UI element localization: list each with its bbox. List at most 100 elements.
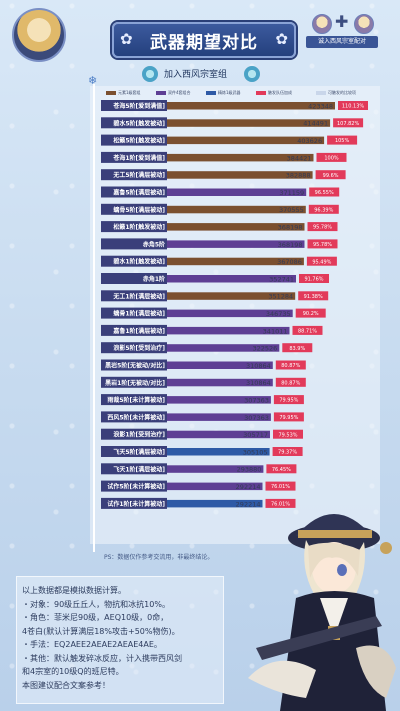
bar <box>101 499 263 508</box>
category-label: 西风5阶[未计算被动] <box>107 413 165 421</box>
bar <box>101 205 306 214</box>
info-line: 和4宗室的10级Q的班尼特。 <box>22 667 124 676</box>
percent-label: 83.9% <box>289 346 305 352</box>
bar <box>101 378 273 387</box>
category-label-bg <box>101 151 167 163</box>
value-label: 352741 <box>269 275 294 283</box>
percent-badge <box>299 274 329 283</box>
value-label: 293880 <box>237 466 262 474</box>
info-box <box>16 576 224 704</box>
value-label: 322526 <box>252 345 277 353</box>
value-label: 292214 <box>236 500 261 508</box>
value-label: 414491 <box>303 120 328 128</box>
value-label: 305105 <box>243 448 268 456</box>
category-label-bg <box>101 463 167 475</box>
category-label: 飞天1阶[满层被动] <box>113 465 165 473</box>
value-label: 367086 <box>277 258 302 266</box>
category-label-bg <box>101 273 167 284</box>
category-label: 无工1阶[满层被动] <box>112 292 165 300</box>
category-label-bg <box>101 480 167 492</box>
percent-badge <box>327 135 358 145</box>
category-label-bg <box>101 169 167 181</box>
percent-label: 107.82% <box>337 121 359 127</box>
ore-icon <box>244 66 260 82</box>
category-label-bg <box>101 307 167 319</box>
percent-badge <box>333 118 364 128</box>
legend-label: 触发队伍加成 <box>268 90 292 95</box>
percent-badge <box>273 395 304 405</box>
legend-item: 精炼1级武器 <box>206 89 241 97</box>
legend-label: 双件4套组合 <box>168 90 191 95</box>
category-label: 螭骨5阶[满层被动] <box>113 206 165 214</box>
legend-swatch <box>106 91 116 95</box>
percent-badge <box>275 360 306 370</box>
percent-badge <box>292 325 323 335</box>
percent-badge <box>272 447 303 456</box>
percent-label: 96.55% <box>315 190 334 196</box>
category-label-bg <box>101 100 167 111</box>
info-line: ・角色：菲米尼90级，AEQ10级，0命， <box>22 613 169 622</box>
category-label-bg <box>101 446 167 457</box>
value-label: 292214 <box>236 483 261 491</box>
category-label-bg <box>101 117 167 129</box>
bar <box>101 482 263 491</box>
category-label: 嘉鲁5阶[满层被动] <box>112 189 165 197</box>
percent-badge <box>265 481 296 491</box>
percent-label: 90.2% <box>303 311 319 317</box>
percent-badge <box>308 204 339 214</box>
value-label: 305717 <box>243 431 268 439</box>
bar <box>101 396 271 404</box>
legend-item: 可触发的比较项 <box>316 89 356 97</box>
value-label: 346735 <box>266 310 291 318</box>
category-label-bg <box>101 394 167 406</box>
category-label: 碧水5阶[触发被动] <box>112 119 165 127</box>
axis-line <box>93 84 95 552</box>
percent-badge <box>295 308 326 318</box>
disclaimer-note: PS：数据仅作参考交流用，非最终结论。 <box>104 554 214 561</box>
category-label: 试作1阶[未计算被动] <box>107 500 165 508</box>
percent-label: 76.45% <box>272 467 291 473</box>
legend: 元素1级套组 双件4套组合 精炼1级武器 触发队伍加成 可触发的比较项 <box>106 89 376 97</box>
bar <box>101 240 305 248</box>
percent-badge <box>316 152 347 162</box>
legend-swatch <box>206 91 216 95</box>
category-label: 赤角1阶 <box>143 275 165 283</box>
percent-label: 79.95% <box>279 398 298 404</box>
category-label: 苍海1阶[爱到满值] <box>112 154 165 162</box>
character-illustration <box>248 514 396 711</box>
value-label: 371159 <box>279 189 304 197</box>
legend-swatch <box>256 91 266 95</box>
category-label-bg <box>101 497 167 509</box>
value-label: 423348 <box>308 102 333 110</box>
bar <box>101 171 313 179</box>
category-label: 试作5阶[未计算被动] <box>107 483 165 491</box>
category-label-bg <box>101 221 167 233</box>
percent-label: 110.13% <box>342 104 364 110</box>
legend-swatch <box>316 91 326 95</box>
team-comparison: ✚ 诚入西风宗室配对 <box>306 12 378 48</box>
info-line: 4苍白(默认计算满层18%攻击+50%物伤)。 <box>22 626 180 636</box>
legend-swatch <box>156 91 166 95</box>
percent-badge <box>307 239 338 249</box>
value-label: 403626 <box>297 137 322 145</box>
category-label-bg <box>101 376 167 388</box>
legend-label: 可触发的比较项 <box>328 90 356 95</box>
legend-item: 双件4套组合 <box>156 89 191 97</box>
percent-label: 100% <box>324 156 339 162</box>
value-label: 370555 <box>279 206 304 214</box>
category-label-bg <box>101 134 167 146</box>
legend-label: 精炼1级武器 <box>218 90 241 95</box>
snowflake-icon: ❄ <box>88 74 98 87</box>
percent-label: 95.49% <box>312 259 331 265</box>
plus-icon: ✚ <box>335 12 349 31</box>
value-label: 307363 <box>244 414 269 422</box>
value-label: 310864 <box>246 379 271 387</box>
category-label-bg <box>101 411 167 423</box>
percent-label: 80.87% <box>281 380 300 386</box>
percent-label: 80.87% <box>281 363 300 369</box>
percent-label: 79.53% <box>278 432 297 438</box>
category-label-bg <box>101 255 167 267</box>
team-label: 诚入西风宗室配对 <box>306 36 378 48</box>
category-label-bg <box>101 186 167 198</box>
percent-badge <box>307 222 338 232</box>
